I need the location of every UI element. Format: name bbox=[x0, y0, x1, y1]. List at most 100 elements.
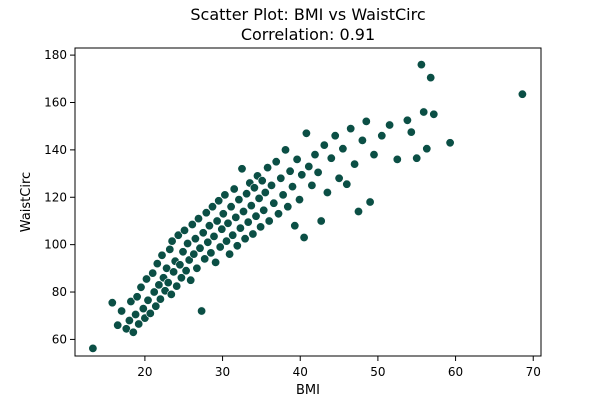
data-point-130 bbox=[392, 154, 402, 164]
data-point-29 bbox=[166, 289, 176, 299]
data-point-75 bbox=[237, 164, 247, 174]
y-tick-label: 160 bbox=[44, 95, 67, 109]
data-point-125 bbox=[361, 116, 371, 126]
data-point-5 bbox=[124, 315, 134, 325]
data-point-30 bbox=[167, 236, 177, 246]
data-point-38 bbox=[180, 225, 190, 235]
data-point-44 bbox=[189, 249, 199, 259]
x-tick-label: 30 bbox=[215, 365, 230, 379]
y-tick-label: 120 bbox=[44, 190, 67, 204]
data-point-110 bbox=[307, 180, 317, 190]
data-point-76 bbox=[239, 207, 249, 217]
data-point-47 bbox=[194, 214, 204, 224]
data-point-11 bbox=[136, 282, 146, 292]
data-point-22 bbox=[155, 294, 165, 304]
data-point-19 bbox=[151, 301, 161, 311]
data-point-108 bbox=[301, 128, 311, 138]
data-point-58 bbox=[211, 257, 221, 267]
data-point-113 bbox=[316, 216, 326, 226]
data-point-91 bbox=[263, 163, 273, 173]
data-point-56 bbox=[208, 202, 218, 212]
data-point-42 bbox=[186, 275, 196, 285]
data-point-69 bbox=[228, 230, 238, 240]
data-point-21 bbox=[154, 280, 164, 290]
data-point-90 bbox=[260, 188, 270, 198]
data-point-128 bbox=[377, 131, 387, 141]
data-point-72 bbox=[232, 241, 242, 251]
data-point-68 bbox=[226, 202, 236, 212]
data-point-89 bbox=[259, 205, 269, 215]
data-point-77 bbox=[240, 234, 250, 244]
data-point-51 bbox=[200, 254, 210, 264]
data-point-103 bbox=[290, 221, 300, 231]
data-point-93 bbox=[266, 180, 276, 190]
data-point-134 bbox=[416, 60, 426, 70]
data-point-62 bbox=[217, 224, 227, 234]
data-point-107 bbox=[299, 233, 309, 243]
data-point-129 bbox=[385, 120, 395, 130]
data-point-70 bbox=[229, 184, 239, 194]
data-point-8 bbox=[131, 309, 141, 319]
data-point-73 bbox=[234, 195, 244, 205]
data-point-105 bbox=[294, 195, 304, 205]
data-point-48 bbox=[195, 243, 205, 253]
data-point-0 bbox=[88, 343, 98, 353]
data-point-54 bbox=[204, 221, 214, 231]
data-point-14 bbox=[142, 274, 152, 284]
data-point-53 bbox=[203, 237, 213, 247]
data-point-126 bbox=[365, 197, 375, 207]
data-point-1 bbox=[107, 298, 117, 308]
data-point-28 bbox=[165, 244, 175, 254]
data-point-17 bbox=[148, 268, 158, 278]
data-point-65 bbox=[222, 236, 232, 246]
data-point-74 bbox=[235, 223, 245, 233]
data-point-111 bbox=[310, 150, 320, 160]
data-point-138 bbox=[429, 109, 439, 119]
plot-area-frame bbox=[74, 47, 542, 357]
chart-subtitle: Correlation: 0.91 bbox=[241, 25, 375, 44]
data-point-109 bbox=[304, 162, 314, 172]
data-point-140 bbox=[517, 89, 527, 99]
data-point-78 bbox=[242, 189, 252, 199]
data-point-71 bbox=[231, 212, 241, 222]
data-point-116 bbox=[326, 153, 336, 163]
data-point-98 bbox=[278, 190, 288, 200]
data-point-101 bbox=[285, 166, 295, 176]
x-tick-label: 50 bbox=[370, 365, 385, 379]
data-point-36 bbox=[176, 273, 186, 283]
data-point-49 bbox=[197, 306, 207, 316]
data-point-27 bbox=[163, 278, 173, 288]
data-point-18 bbox=[149, 287, 159, 297]
data-point-7 bbox=[128, 327, 138, 337]
x-tick-label: 70 bbox=[526, 365, 541, 379]
data-point-104 bbox=[292, 154, 302, 164]
data-point-86 bbox=[254, 193, 264, 203]
data-point-12 bbox=[138, 304, 148, 314]
data-point-37 bbox=[178, 247, 188, 257]
data-point-34 bbox=[173, 230, 183, 240]
data-point-33 bbox=[172, 281, 182, 291]
y-axis-label: WaistCirc bbox=[19, 172, 34, 232]
y-tick-label: 140 bbox=[44, 143, 67, 157]
y-axis-ticks: 60 80 100 120 140 160 180 bbox=[44, 48, 75, 346]
data-point-102 bbox=[287, 182, 297, 192]
data-point-115 bbox=[322, 188, 332, 198]
data-point-40 bbox=[183, 239, 193, 249]
data-point-122 bbox=[350, 159, 360, 169]
data-point-87 bbox=[256, 222, 266, 232]
data-point-35 bbox=[175, 260, 185, 270]
data-point-43 bbox=[187, 220, 197, 230]
x-tick-label: 60 bbox=[448, 365, 463, 379]
data-point-112 bbox=[313, 167, 323, 177]
data-point-88 bbox=[257, 176, 267, 186]
data-point-46 bbox=[192, 263, 202, 273]
data-point-139 bbox=[445, 138, 455, 148]
data-point-60 bbox=[214, 196, 224, 206]
data-point-3 bbox=[117, 306, 127, 316]
data-point-119 bbox=[338, 144, 348, 154]
data-point-81 bbox=[246, 201, 256, 211]
x-tick-label: 20 bbox=[137, 365, 152, 379]
data-point-52 bbox=[201, 208, 211, 218]
data-point-15 bbox=[143, 295, 153, 305]
